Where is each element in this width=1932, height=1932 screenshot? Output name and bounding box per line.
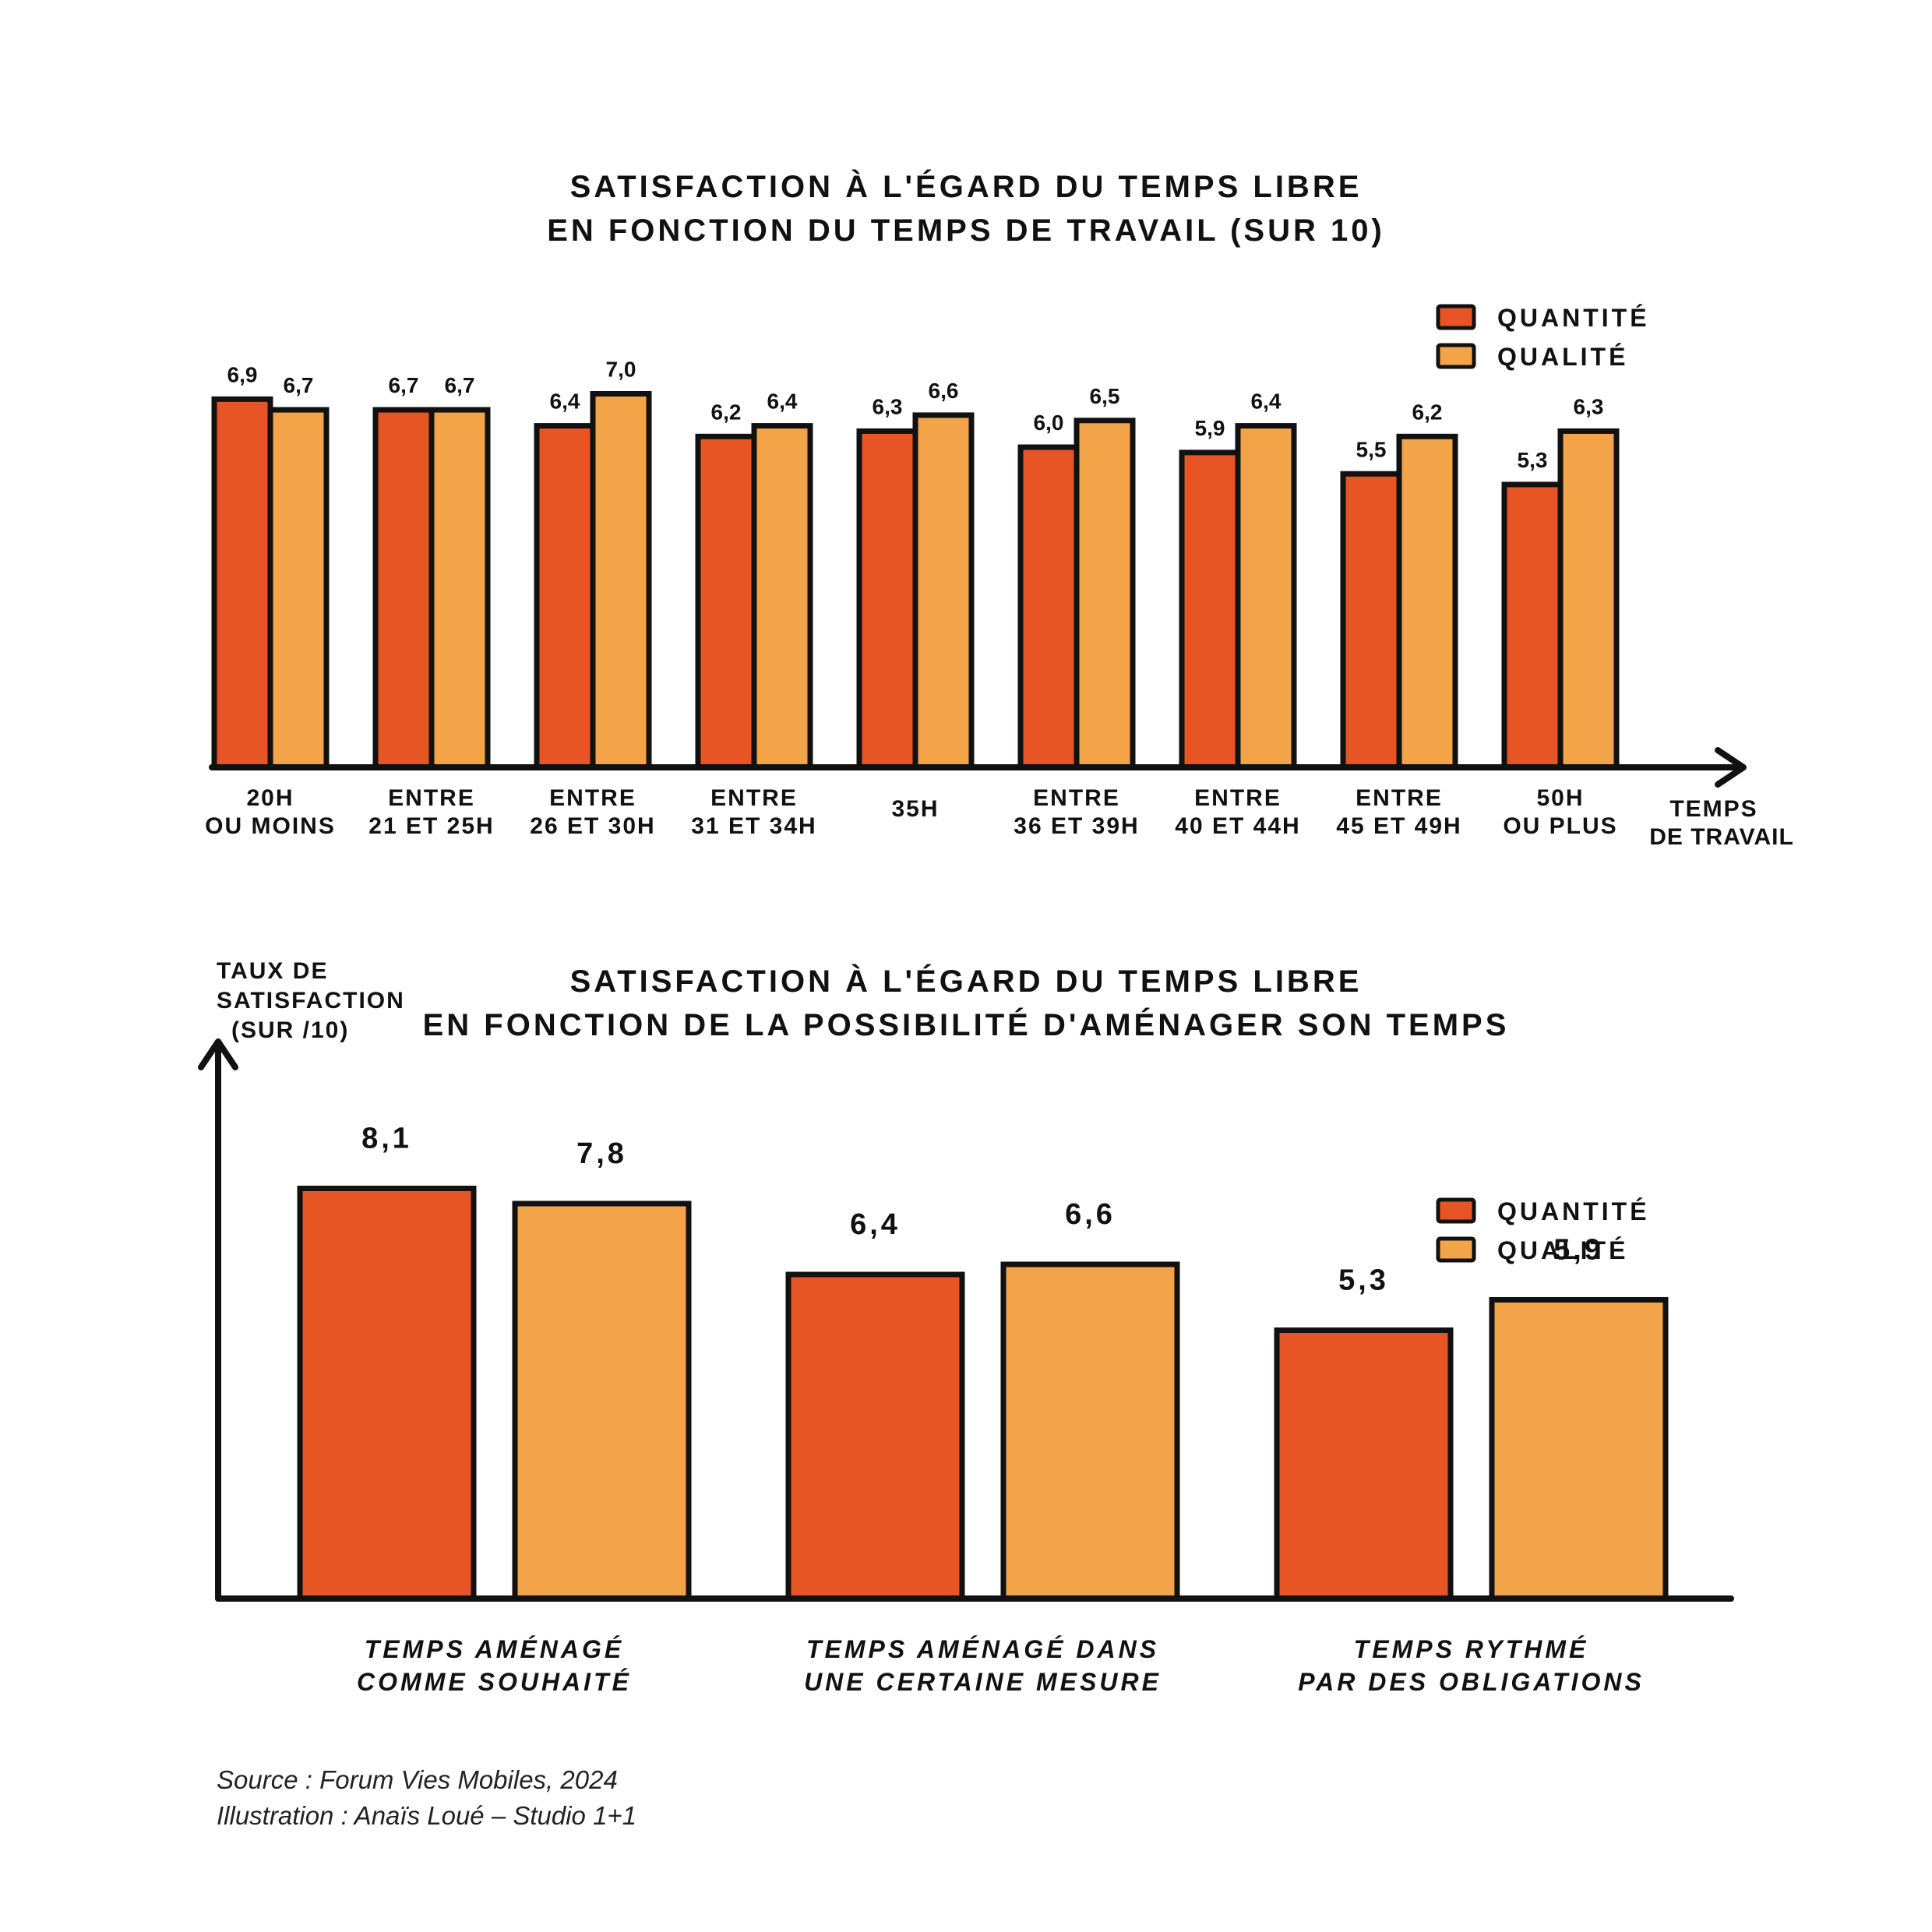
x-tick-label: ENTRE [388,785,475,811]
bar-qualite [1489,1297,1669,1602]
y-axis-arrow-icon [198,1038,238,1070]
data-label: 5,3 [1518,448,1548,472]
data-label: 6,5 [1090,384,1120,408]
x-tick-label: ENTRE [710,785,798,811]
data-label: 6,4 [550,390,580,414]
x-axis-label-line2: DE TRAVAIL [1649,824,1794,850]
data-label: 5,9 [1553,1234,1604,1267]
x-tick-label: 36 ET 39H [1014,813,1139,839]
data-label: 6,4 [1251,390,1282,414]
data-label: 5,5 [1356,437,1387,461]
illustration-credit: Illustration : Anaïs Loué – Studio 1+1 [217,1801,637,1830]
y-axis-label-line: SATISFACTION [217,988,405,1014]
data-label: 6,9 [227,362,258,386]
data-label: 6,6 [1065,1198,1116,1231]
data-label: 6,6 [929,379,959,403]
bar-quantite [1274,1327,1454,1602]
bar-qualite [912,412,975,770]
x-tick-label: 40 ET 44H [1175,813,1300,839]
data-label: 6,4 [850,1208,901,1241]
bar-qualite [1396,433,1458,770]
data-label: 7,0 [606,358,636,382]
x-tick-label: 21 ET 25H [368,813,494,839]
data-label: 5,3 [1338,1264,1389,1297]
y-axis-label-line: TAUX DE [217,958,328,984]
bar-qualite [590,391,652,770]
x-tick-label: TEMPS AMÉNAGÉ DANS [806,1635,1159,1663]
x-axis-label-line1: TEMPS [1669,796,1757,822]
x-tick-label: 50H [1536,785,1584,811]
chart1-title-line2: EN FONCTION DU TEMPS DE TRAVAIL (SUR 10) [547,213,1385,248]
chart1-title: SATISFACTION À L'ÉGARD DU TEMPS LIBRE EN… [0,165,1932,252]
data-label: 7,8 [576,1137,627,1170]
chart1-title-line1: SATISFACTION À L'ÉGARD DU TEMPS LIBRE [569,170,1363,204]
chart2-title-line1: SATISFACTION À L'ÉGARD DU TEMPS LIBRE [569,964,1363,999]
bar-quantite [1501,481,1564,770]
legend-label: QUANTITÉ [1497,1197,1650,1225]
bar-qualite [428,407,491,770]
data-label: 6,3 [873,394,903,418]
x-tick-label: TEMPS RYTHMÉ [1354,1635,1589,1663]
bar-quantite [785,1271,965,1602]
x-tick-label: 26 ET 30H [530,813,655,839]
bar-quantite [1179,450,1241,770]
data-label: 6,2 [1412,400,1443,424]
x-tick-label: ENTRE [1356,785,1443,811]
y-axis-label-line: (SUR /10) [231,1017,349,1043]
x-tick-label: OU MOINS [205,813,336,839]
x-tick-label: 45 ET 49H [1336,813,1461,839]
bar-quantite [534,423,596,770]
legend-swatch-qualite [1436,343,1476,369]
data-label: 6,2 [711,400,742,424]
chart2-title: SATISFACTION À L'ÉGARD DU TEMPS LIBRE EN… [0,960,1932,1047]
x-tick-label: TEMPS AMÉNAGÉ [365,1635,625,1663]
x-tick-label: ENTRE [549,785,636,811]
x-axis-arrow-icon [1715,747,1747,788]
data-label: 6,7 [445,373,475,397]
x-tick-label: ENTRE [1033,785,1120,811]
legend-label: QUANTITÉ [1497,304,1650,332]
data-label: 5,9 [1195,416,1225,440]
data-label: 6,3 [1574,394,1604,418]
legend-label: QUALITÉ [1497,343,1628,371]
x-tick-label: PAR DES OBLIGATIONS [1298,1668,1645,1696]
data-label: 6,7 [389,373,419,397]
data-label: 6,7 [284,373,314,397]
bar-qualite [512,1200,692,1602]
legend-label: QUALITÉ [1497,1236,1628,1264]
data-label: 8,1 [361,1123,412,1155]
bar-qualite [751,423,813,770]
x-tick-label: 20H [246,785,294,811]
x-tick-label: UNE CERTAINE MESURE [804,1668,1162,1696]
data-label: 6,0 [1034,411,1064,435]
x-tick-label: 31 ET 34H [691,813,816,839]
source-credits: Source : Forum Vies Mobiles, 2024 Illust… [217,1762,636,1834]
bar-qualite [1074,418,1136,770]
bar-quantite [297,1186,477,1602]
chart2-title-line2: EN FONCTION DE LA POSSIBILITÉ D'AMÉNAGER… [422,1008,1510,1042]
data-label: 6,4 [767,390,798,414]
x-tick-label: COMME SOUHAITÉ [357,1668,632,1696]
bar-quantite [1340,471,1402,770]
bar-quantite [1017,444,1080,770]
x-tick-label: OU PLUS [1503,813,1617,839]
source-line: Source : Forum Vies Mobiles, 2024 [217,1765,618,1794]
x-tick-label: 35H [891,796,939,822]
bar-qualite [1000,1261,1180,1602]
chart2-bar-chart: 8,1 7,8 TEMPS AMÉNAGÉ COMME SOUHAITÉ 6,4 6,6 T… [198,958,1734,1696]
x-tick-label: ENTRE [1194,785,1282,811]
legend-swatch-quantite [1436,304,1476,330]
legend-swatch-quantite [1436,1197,1476,1224]
legend-swatch-qualite [1436,1236,1476,1263]
